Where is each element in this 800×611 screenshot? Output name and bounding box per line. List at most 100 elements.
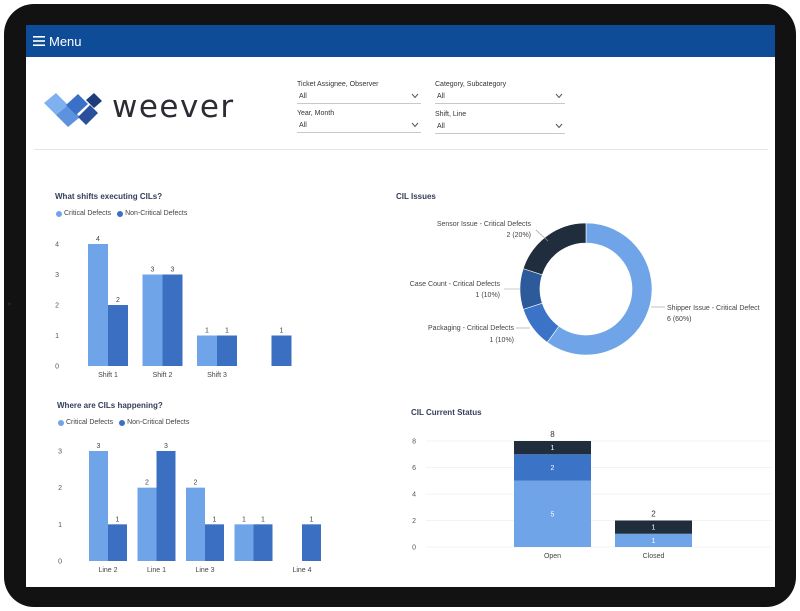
stacked-bar-segment: [514, 480, 591, 547]
legend-label: Critical Defects: [66, 419, 114, 426]
x-tick-label: Shift 1: [98, 372, 118, 379]
chevron-down-icon: [411, 93, 419, 99]
slice-value-label: 2 (20%): [506, 232, 531, 239]
chart-title-issues: CIL Issues: [396, 192, 436, 201]
segment-value-label: 2: [551, 465, 555, 472]
leader-line: [535, 229, 549, 242]
bar-value-label: 1: [280, 328, 284, 335]
bar-chart-lines: 0 1 2 3 3 1 Line 2 2 3 Line 1 2 1 Line 3 1 1 1 Line 4: [58, 443, 321, 574]
slice-label: Sensor Issue - Critical Defects: [437, 221, 532, 228]
filter-shift-line: Shift, Line All: [435, 111, 565, 134]
legend-item[interactable]: Critical Defects: [56, 210, 111, 217]
bar: [205, 524, 224, 561]
weever-logo-icon: [44, 93, 102, 127]
y-tick-label: 3: [55, 272, 59, 279]
bar: [137, 487, 157, 561]
chart-title-lines: Where are CILs happening?: [57, 401, 163, 410]
filter-value: All: [437, 93, 445, 100]
slice-label: Shipper Issue - Critical Defect: [667, 305, 760, 312]
bar: [89, 451, 108, 561]
chevron-down-icon: [555, 123, 563, 129]
filter-category: Category, Subcategory All: [435, 81, 565, 104]
x-tick-label: Line 4: [292, 567, 311, 574]
x-tick-label: Shift 3: [207, 372, 227, 379]
chevron-down-icon: [411, 122, 419, 128]
legend-item[interactable]: Non-Critical Defects: [117, 210, 187, 217]
x-tick-label: Closed: [643, 553, 665, 560]
bar-value-label: 1: [205, 328, 209, 335]
legend-dot-icon: [117, 210, 124, 217]
legend-shifts: Critical Defects Non-Critical Defects: [56, 210, 193, 217]
menu-button[interactable]: Menu: [33, 31, 82, 51]
filter-dropdown[interactable]: All: [297, 120, 421, 133]
bar-value-label: 3: [171, 267, 175, 274]
device-side-button-icon: ◦: [7, 300, 12, 309]
y-tick-label: 3: [58, 449, 62, 456]
donut-slice: [522, 222, 587, 276]
stacked-bar-segment: [615, 533, 692, 547]
bar-value-label: 2: [194, 480, 198, 487]
legend-label: Critical Defects: [64, 210, 112, 217]
y-tick-label: 1: [58, 522, 62, 529]
bar-value-label: 1: [116, 516, 120, 523]
segment-value-label: 5: [551, 511, 555, 518]
bar-chart-shifts: 0 1 2 3 4 4 2 Shift 1 3 3 Shift 2 1 1 Shift 3 1: [55, 236, 292, 379]
bar-value-label: 1: [225, 328, 229, 335]
x-tick-label: Line 2: [98, 567, 117, 574]
y-tick-label: 0: [58, 559, 62, 566]
legend-item[interactable]: Non-Critical Defects: [119, 419, 189, 426]
bar: [197, 335, 217, 366]
segment-value-label: 1: [652, 538, 656, 545]
app-screen: Menu weever Ticket Assignee, Observer Al…: [26, 25, 775, 587]
filter-value: All: [437, 123, 445, 130]
slice-label: Packaging - Critical Defects: [428, 325, 514, 332]
y-tick-label: 2: [55, 303, 59, 310]
slice-label: Case Count - Critical Defects: [410, 281, 501, 288]
legend-dot-icon: [56, 210, 62, 217]
stacked-bar-segment: [514, 454, 591, 481]
bar: [302, 524, 321, 561]
x-tick-label: Open: [544, 553, 561, 560]
segment-value-label: 1: [652, 525, 656, 532]
hamburger-icon: [33, 36, 45, 46]
filter-dropdown[interactable]: All: [435, 121, 565, 134]
bar-value-label: 2: [116, 297, 120, 304]
y-tick-label: 6: [412, 465, 416, 472]
bar-value-label: 3: [164, 443, 168, 450]
y-tick-label: 1: [55, 333, 59, 340]
bar-value-label: 4: [96, 236, 100, 243]
stacked-bar-segment: [615, 520, 692, 534]
filter-dropdown[interactable]: All: [297, 91, 421, 104]
slice-value-label: 1 (10%): [489, 337, 514, 344]
bar: [162, 274, 183, 366]
chart-title-status: CIL Current Status: [411, 408, 482, 417]
filter-label: Year, Month: [297, 110, 335, 117]
bar: [234, 524, 254, 561]
legend-dot-icon: [119, 419, 126, 426]
bar-total-label: 8: [550, 430, 555, 439]
filter-dropdown[interactable]: All: [435, 91, 565, 104]
bar: [253, 524, 273, 561]
bar: [108, 524, 127, 561]
y-tick-label: 2: [58, 485, 62, 492]
x-tick-label: Line 3: [195, 567, 214, 574]
y-tick-label: 8: [412, 439, 416, 446]
bar-value-label: 3: [97, 443, 101, 450]
bar-value-label: 1: [213, 516, 217, 523]
y-tick-label: 0: [412, 545, 416, 552]
stacked-bar-segment: [514, 441, 591, 455]
y-tick-label: 4: [55, 242, 59, 249]
bar-value-label: 3: [151, 267, 155, 274]
bar: [156, 451, 176, 561]
x-tick-label: Line 1: [147, 567, 166, 574]
legend-item[interactable]: Critical Defects: [58, 419, 113, 426]
bar: [108, 305, 128, 366]
top-bar: Menu: [26, 25, 775, 57]
slice-value-label: 1 (10%): [475, 292, 500, 299]
bar: [142, 274, 163, 366]
chart-title-shifts: What shifts executing CILs?: [55, 192, 163, 201]
bar: [217, 335, 237, 366]
filter-label: Category, Subcategory: [435, 81, 507, 88]
bar: [186, 487, 205, 561]
filter-label: Ticket Assignee, Observer: [297, 81, 379, 88]
